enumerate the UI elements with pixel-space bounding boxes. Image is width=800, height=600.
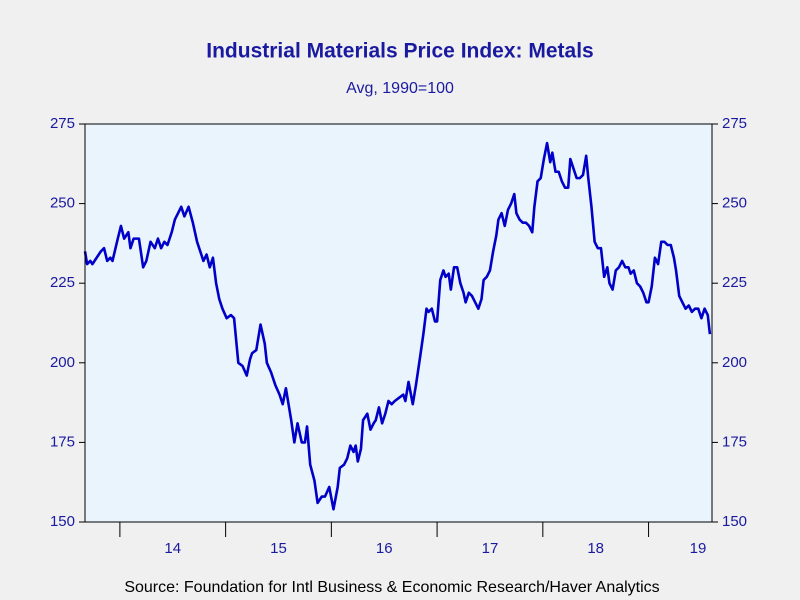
- x-tick-label: 16: [376, 540, 393, 557]
- y2-tick-label: 175: [722, 433, 747, 450]
- data-line: [83, 141, 712, 511]
- y2-tick-label: 150: [722, 513, 747, 530]
- y-tick-label: 225: [50, 274, 75, 291]
- chart-title: Industrial Materials Price Index: Metals: [206, 40, 593, 63]
- x-tick-label: 15: [270, 540, 287, 557]
- x-tick-label: 17: [482, 540, 499, 557]
- chart-subtitle: Avg, 1990=100: [346, 80, 454, 97]
- y-tick-label: 275: [50, 115, 75, 132]
- plot-border: [84, 123, 713, 523]
- y2-tick-label: 275: [722, 115, 747, 132]
- y-tick-label: 200: [50, 354, 75, 371]
- plot-area: [85, 124, 712, 522]
- x-tick-label: 14: [164, 540, 181, 557]
- y2-tick-label: 225: [722, 274, 747, 291]
- y-tick-label: 250: [50, 195, 75, 212]
- y2-tick-label: 250: [722, 195, 747, 212]
- y-tick-label: 175: [50, 433, 75, 450]
- source-note: Source: Foundation for Intl Business & E…: [124, 579, 659, 596]
- y-tick-label: 150: [50, 513, 75, 530]
- x-tick-label: 19: [690, 540, 707, 557]
- x-tick-label: 18: [587, 540, 604, 557]
- y2-tick-label: 200: [722, 354, 747, 371]
